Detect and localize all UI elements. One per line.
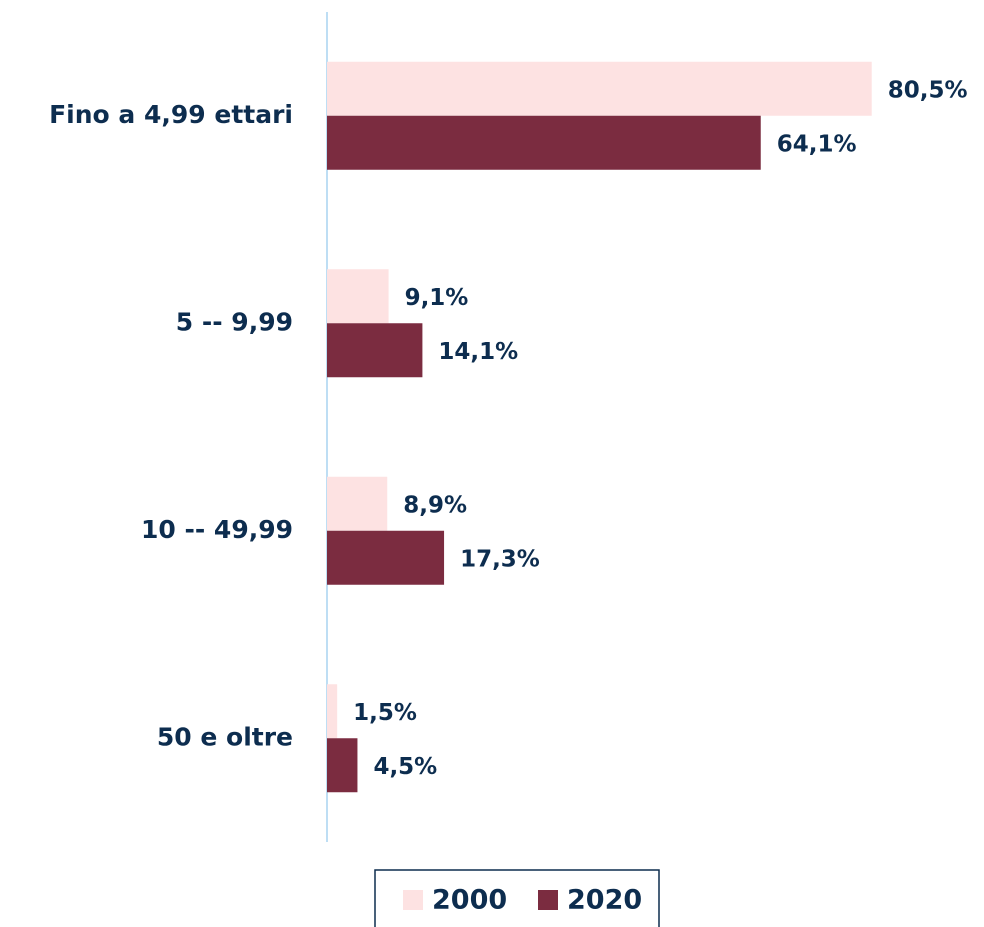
data-label: 17,3% [460, 546, 540, 572]
y-tick-label: 5 -- 9,99 [176, 307, 293, 336]
bar [327, 530, 445, 585]
bar [327, 269, 389, 324]
data-label: 80,5% [888, 77, 968, 103]
bar [327, 323, 423, 378]
legend-label: 2020 [567, 885, 642, 916]
bar [327, 738, 358, 793]
y-tick-label: Fino a 4,99 ettari [49, 100, 293, 129]
data-label: 14,1% [438, 339, 518, 365]
data-label: 64,1% [777, 131, 857, 157]
bar [327, 61, 872, 116]
y-tick-label: 50 e oltre [157, 722, 293, 751]
bar [327, 684, 338, 739]
legend-swatch [538, 890, 558, 910]
data-label: 4,5% [373, 754, 437, 780]
data-label: 1,5% [353, 700, 417, 726]
y-tick-label: 10 -- 49,99 [141, 515, 293, 544]
legend-box [374, 869, 660, 927]
data-label: 9,1% [405, 285, 469, 311]
legend-swatch [403, 890, 423, 910]
data-label: 8,9% [403, 492, 467, 518]
bar [327, 115, 761, 170]
legend-label: 2000 [432, 885, 507, 916]
bar [327, 476, 388, 531]
